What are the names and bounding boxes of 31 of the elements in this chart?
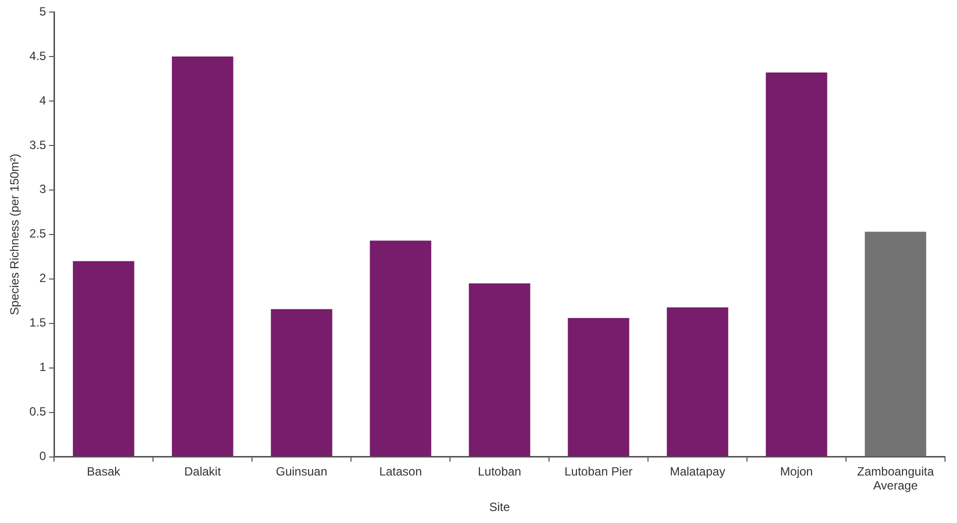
y-tick-label: 1 (39, 360, 46, 374)
x-tick-label: Zamboanguita Average (857, 464, 934, 493)
bar (370, 240, 432, 456)
bar (864, 232, 926, 456)
bar (468, 283, 530, 456)
y-axis-title: Species Richness (per 150m²) (8, 154, 22, 316)
y-tick-label: 4 (39, 93, 46, 108)
x-tick-label: Lutoban Pier (564, 464, 633, 478)
x-tick-label: Dalakit (184, 464, 222, 478)
y-tick-label: 5 (39, 4, 46, 18)
y-tick-label: 1.5 (29, 316, 46, 330)
bar (568, 318, 630, 456)
y-tick-label: 0.5 (29, 404, 46, 419)
x-tick-label: Latason (379, 464, 422, 478)
x-tick-label: Basak (86, 464, 122, 478)
bar (72, 261, 134, 456)
bar (172, 56, 234, 456)
bar (270, 309, 332, 456)
y-tick-label: 2.5 (29, 226, 46, 241)
x-axis-title: Site (489, 500, 510, 514)
x-tick-label: Lutoban (478, 464, 522, 478)
bar (666, 307, 728, 456)
y-tick-label: 0 (39, 449, 46, 464)
x-tick-label: Mojon (780, 464, 813, 478)
x-tick-label: Guinsuan (276, 464, 328, 478)
y-tick-label: 3.5 (29, 138, 46, 152)
y-tick-label: 2 (39, 271, 46, 286)
y-tick-label: 4.5 (29, 48, 46, 63)
bar (766, 72, 828, 456)
y-tick-label: 3 (39, 182, 46, 196)
x-tick-label: Malatapay (670, 464, 726, 478)
